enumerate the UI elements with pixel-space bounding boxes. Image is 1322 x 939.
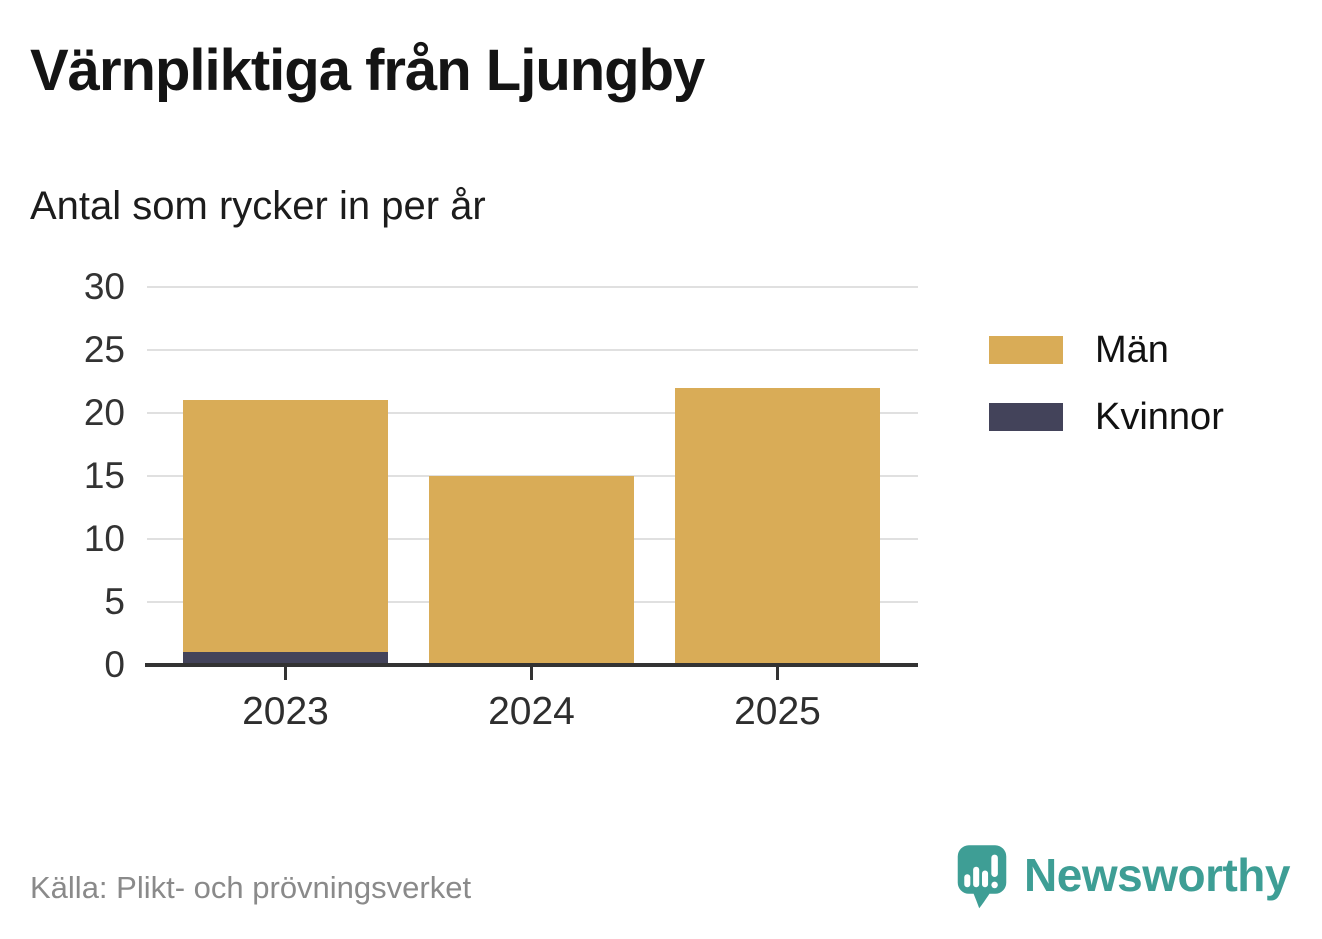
brand-logo: Newsworthy — [954, 843, 1290, 911]
y-tick-label-30: 30 — [83, 266, 125, 307]
source-text: Källa: Plikt- och prövningsverket — [30, 870, 472, 905]
gridline-20 — [147, 412, 918, 414]
gridline-25 — [147, 349, 918, 351]
legend-item-man: Män — [989, 331, 1224, 369]
bar-kvinnor-2023 — [183, 652, 388, 665]
newsworthy-logo-icon — [957, 845, 1007, 909]
plot-area: 2023 2024 2025 — [145, 286, 918, 733]
y-axis-labels: 0 5 10 15 20 25 30 — [0, 266, 125, 685]
y-tick-label-0: 0 — [104, 644, 125, 685]
legend-item-kvinnor: Kvinnor — [989, 398, 1224, 436]
x-tick-2024 — [530, 667, 533, 680]
gridline-30 — [147, 286, 918, 288]
x-tick-2025 — [776, 667, 779, 680]
legend-label-man: Män — [1095, 329, 1169, 371]
legend-swatch-kvinnor — [989, 403, 1063, 431]
chart-title: Värnpliktiga från Ljungby — [30, 38, 705, 103]
chart-subtitle: Antal som rycker in per år — [30, 184, 486, 228]
y-tick-label-20: 20 — [83, 392, 125, 433]
legend-swatch-man — [989, 336, 1063, 364]
x-axis-line — [145, 663, 918, 667]
y-tick-label-25: 25 — [83, 329, 125, 370]
y-tick-label-10: 10 — [83, 518, 125, 559]
legend-label-kvinnor: Kvinnor — [1095, 396, 1224, 438]
x-tick-label-2024: 2024 — [488, 690, 575, 733]
bar-män-2024 — [429, 476, 634, 665]
x-tick-label-2025: 2025 — [734, 690, 821, 733]
x-tick-2023 — [284, 667, 287, 680]
legend: Män Kvinnor — [989, 331, 1224, 465]
y-tick-label-5: 5 — [104, 581, 125, 622]
x-tick-label-2023: 2023 — [242, 690, 329, 733]
bar-män-2023 — [183, 400, 388, 653]
y-tick-label-15: 15 — [83, 455, 125, 496]
brand-name: Newsworthy — [1024, 849, 1290, 901]
bar-män-2025 — [675, 387, 880, 665]
